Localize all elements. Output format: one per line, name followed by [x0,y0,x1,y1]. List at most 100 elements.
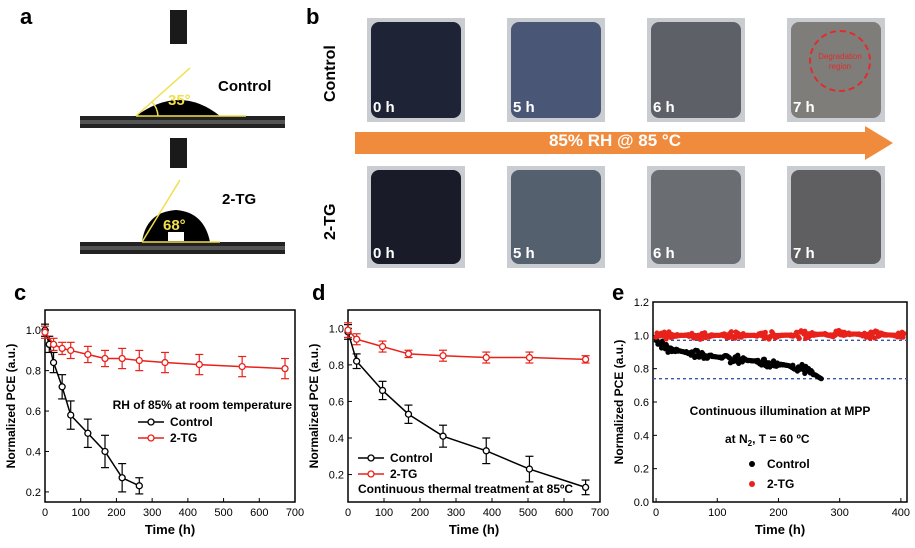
data-point [378,342,387,351]
x-tick-label: 100 [72,507,90,519]
y-tick-label: 1.0 [26,325,41,337]
plot-frame [44,309,296,503]
x-axis-label: Time (h) [145,522,195,537]
time-label-control-2: 6 h [653,99,675,116]
scatter-point [735,352,741,358]
device-tile-tg-1: 5 h [507,166,605,268]
data-point [67,411,75,419]
device-tile-tg-0: 0 h [367,166,465,268]
data-point [118,474,126,482]
x-tick-label: 600 [555,507,573,519]
data-point [49,340,58,349]
data-point [135,482,143,490]
data-point [482,353,490,362]
y-tick-label: 0.0 [634,497,649,509]
legend-label: 2-TG [170,431,197,445]
y-tick-label: 1.2 [634,297,649,309]
data-point [439,352,447,360]
device-tile-control-1: 5 h [507,18,605,122]
device-tile-tg-2: 6 h [647,166,745,268]
x-axis-label: Time (h) [755,522,805,537]
data-point [49,358,58,367]
legend-marker [147,434,155,442]
legend-marker [147,418,155,426]
y-tick-label: 0.4 [26,446,41,458]
needle-control [170,10,187,44]
x-tick-label: 400 [483,507,501,519]
x-tick-label: 300 [143,507,161,519]
legend-marker [749,481,755,487]
data-point [581,355,590,364]
x-tick-label: 500 [214,507,232,519]
time-label-tg-1: 5 h [513,245,535,262]
data-point [84,350,92,359]
x-tick-label: 500 [519,507,537,519]
y-tick-label: 0.6 [26,406,41,418]
x-tick-label: 700 [591,507,609,519]
y-tick-label: 0.8 [634,364,649,376]
x-tick-label: 400 [179,507,197,519]
x-tick-label: 700 [286,507,304,519]
device-tile-control-2: 6 h [647,18,745,122]
data-point [525,353,534,362]
data-point [352,357,361,365]
data-point [67,346,75,355]
time-label-control-0: 0 h [373,99,395,116]
data-point [525,465,534,473]
scatter-point [762,329,768,335]
data-point [41,328,49,336]
data-point [135,356,143,365]
annotation-e-line2: at N2, T = 60 ºC [725,432,810,448]
x-tick-label: 600 [250,507,268,519]
data-point [439,432,447,440]
data-point [482,447,490,455]
legend-marker [367,454,375,462]
x-tick-label: 200 [107,507,125,519]
panel-label-e: e [612,280,625,305]
y-tick-label: 0.2 [634,464,649,476]
y-axis-label: Normalized PCE (a.u.) [612,340,626,465]
panel-label-d: d [312,280,326,305]
angle-control: 35° [168,92,191,109]
time-label-tg-2: 6 h [653,245,675,262]
subscript: 2 [748,439,753,448]
series-line-2-TG [347,329,586,361]
x-tick-label: 0 [653,507,659,519]
data-point [238,362,246,371]
x-tick-label: 400 [892,507,910,519]
label-tg-a: 2-TG [222,191,257,208]
chart-c: 0 100 200 300 400 500 600 700 0.2 0.4 0.6 0.8 1.0 Tim… [4,309,304,537]
x-tick-label: 0 [42,507,48,519]
y-tick-label: 1.0 [634,330,649,342]
legend-label: 2-TG [767,477,794,491]
degradation-label: region [828,62,852,71]
y-tick-label: 0.4 [329,433,344,445]
x-tick-label: 300 [830,507,848,519]
x-tick-label: 300 [447,507,465,519]
x-tick-label: 0 [345,507,351,519]
y-tick-label: 0.8 [329,360,344,372]
degradation-label: Degradation [818,52,862,61]
y-tick-label: 0.2 [329,470,344,482]
data-point [118,354,126,363]
x-tick-label: 100 [375,507,393,519]
y-tick-label: 1.0 [329,323,344,335]
series-line-Control [347,331,586,489]
y-tick-label: 0.4 [634,430,649,442]
arrow-label: 85% RH @ 85 °C [548,131,682,150]
device-tile-control-0: 0 h [367,18,465,122]
x-tick-label: 200 [769,507,787,519]
panel-label-c: c [14,280,27,305]
legend-label: Control [767,457,810,471]
needle-tg [170,138,187,168]
data-point [344,326,352,334]
plot-frame [347,309,601,503]
tangent-line-tg [141,179,181,243]
scatter-point [818,376,824,382]
chart-d: 0 100 200 300 400 500 600 700 0.2 0.4 0.6 0.8 1.0 Tim… [307,309,609,537]
scatter-point [728,329,734,335]
data-point [101,447,109,456]
data-point [161,358,169,367]
data-point [352,335,361,343]
y-axis-label: Normalized PCE (a.u.) [307,344,321,469]
